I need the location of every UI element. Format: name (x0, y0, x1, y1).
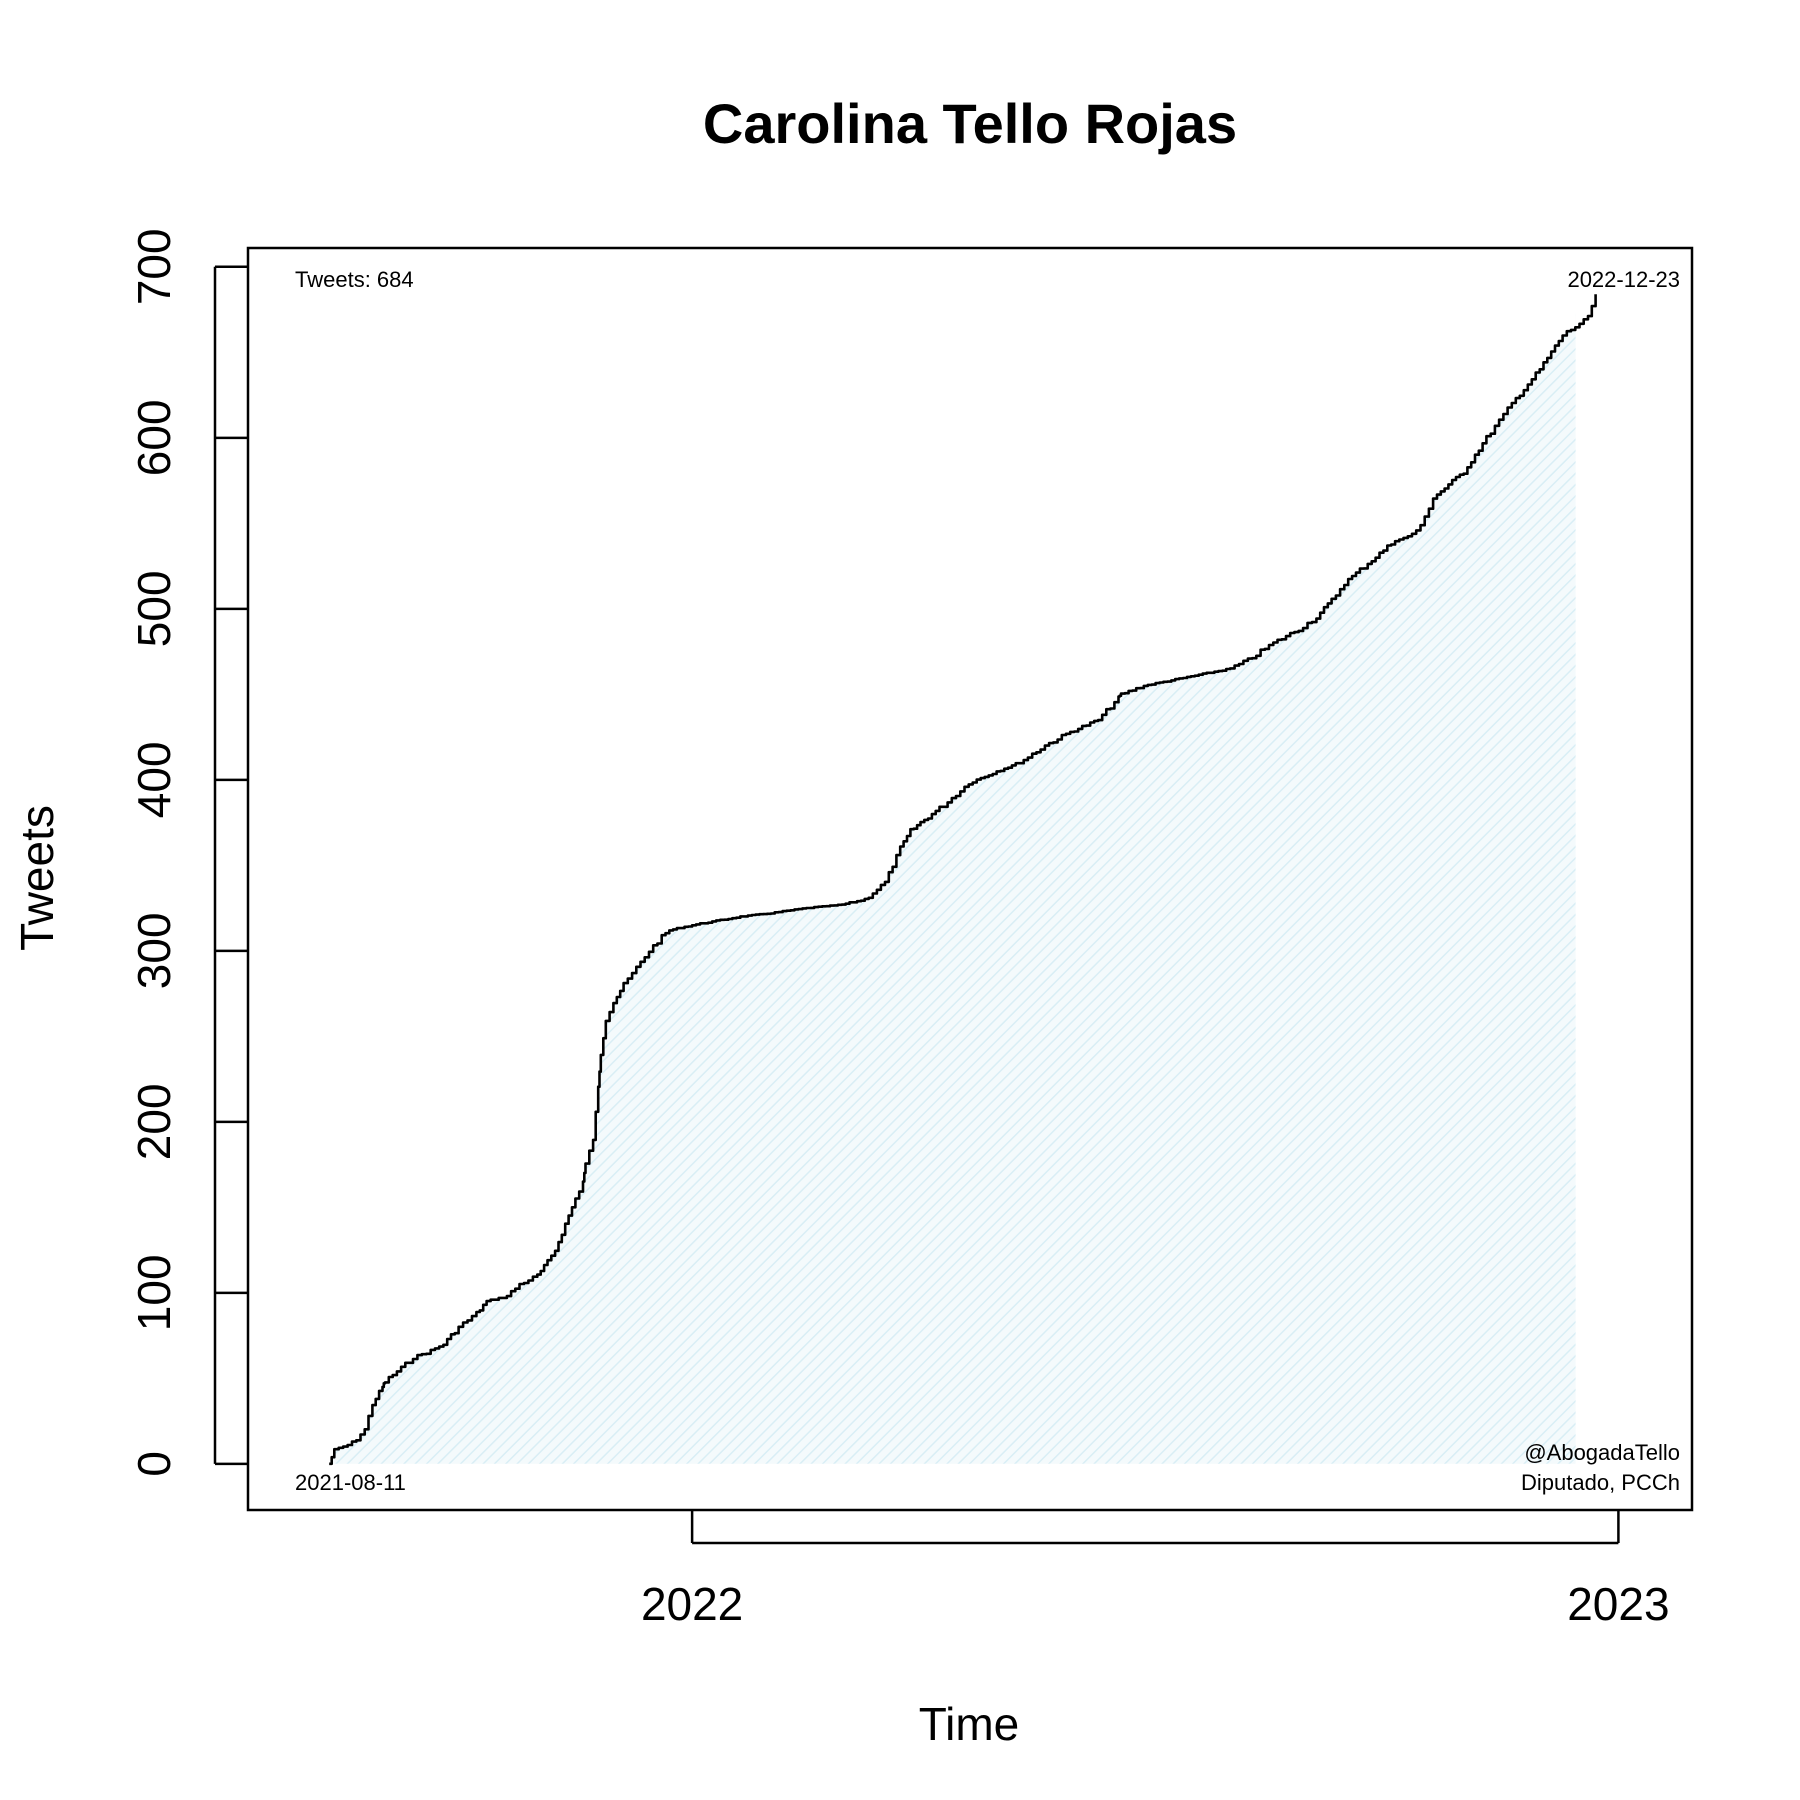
annotation-tweet-count: Tweets: 684 (295, 267, 414, 292)
cumulative-area (329, 311, 1576, 1464)
y-tick-label: 200 (128, 1083, 180, 1160)
annotation-role: Diputado, PCCh (1521, 1470, 1680, 1495)
x-tick-label: 2022 (641, 1578, 743, 1630)
y-tick-label: 500 (128, 570, 180, 647)
plot-frame (246, 246, 1694, 1512)
y-axis: 0 100 200 300 400 500 600 700 (128, 228, 248, 1477)
annotation-first-date: 2021-08-11 (295, 1470, 406, 1495)
y-axis-label: Tweets (11, 805, 63, 951)
y-tick-label: 300 (128, 912, 180, 989)
x-axis-label: Time (919, 1698, 1020, 1750)
y-tick-label: 100 (128, 1254, 180, 1331)
y-tick-label: 400 (128, 741, 180, 818)
y-tick-label: 0 (128, 1451, 180, 1477)
y-tick-label: 600 (128, 399, 180, 476)
chart-title: Carolina Tello Rojas (703, 92, 1237, 155)
x-axis: 2022 2023 (641, 1510, 1670, 1630)
annotation-last-date: 2022-12-23 (1567, 267, 1680, 292)
annotation-handle: @AbogadaTello (1524, 1440, 1680, 1465)
area-layer (329, 294, 1597, 1466)
y-tick-label: 700 (128, 228, 180, 305)
cumulative-line (329, 294, 1597, 1466)
x-tick-label: 2023 (1567, 1578, 1669, 1630)
